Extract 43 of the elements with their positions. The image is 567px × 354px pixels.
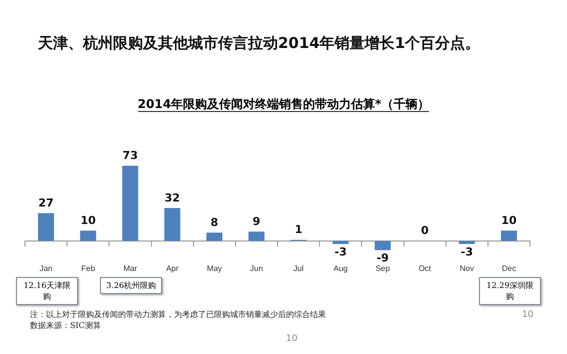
x-tick-label: Sep	[376, 264, 390, 273]
data-label: 32	[164, 191, 180, 204]
bar	[206, 232, 222, 241]
x-tick-label: Jul	[293, 264, 304, 273]
data-label: -9	[376, 251, 389, 264]
data-label: -3	[334, 245, 347, 258]
chart-title: 天津、杭州限购及其他城市传言拉动2014年销量增长1个百分点。	[38, 34, 480, 53]
bar	[500, 230, 517, 241]
data-label: 1	[294, 223, 302, 236]
source-note: 数据来源：SIC测算	[30, 320, 101, 331]
text: 注：以上对于限购及传闻的带动力测算，为考虑了已限购城市销量减少后的综合结果	[30, 309, 326, 320]
chart-subtitle: 2014年限购及传闻对终端销售的带动力估算*（千辆）	[138, 97, 430, 112]
text: 10	[522, 310, 534, 320]
x-tick-label: Dec	[502, 264, 516, 273]
x-tick-label: May	[206, 264, 222, 273]
data-label: -3	[460, 245, 473, 258]
data-label: 0	[420, 224, 429, 238]
data-label: 10	[501, 214, 517, 227]
x-tick-label: Nov	[460, 264, 474, 273]
data-label: 10	[80, 214, 96, 227]
x-tick-label: Jan	[40, 264, 52, 273]
data-label: 9	[252, 214, 260, 228]
bar	[332, 240, 349, 244]
data-label: 73	[122, 149, 138, 162]
x-tick-label: Oct	[418, 264, 432, 273]
data-label: 8	[210, 216, 218, 229]
bar	[164, 208, 180, 241]
text: 10	[286, 334, 298, 344]
bar	[248, 232, 264, 241]
data-label: 27	[38, 196, 54, 210]
bar	[80, 230, 96, 241]
text: 3.26杭州限购	[100, 277, 162, 294]
x-tick-label: Aug	[334, 264, 348, 273]
bar	[38, 213, 54, 241]
x-tick-label: Feb	[81, 264, 96, 273]
text: 12.29深圳限购	[478, 277, 541, 305]
x-tick-label: Mar	[123, 264, 138, 273]
x-tick-label: Jun	[250, 264, 263, 273]
bar	[122, 166, 138, 241]
x-tick-label: Apr	[166, 264, 179, 273]
text: 12.16天津限购	[16, 277, 78, 305]
bar	[458, 240, 475, 244]
bar	[374, 240, 391, 250]
